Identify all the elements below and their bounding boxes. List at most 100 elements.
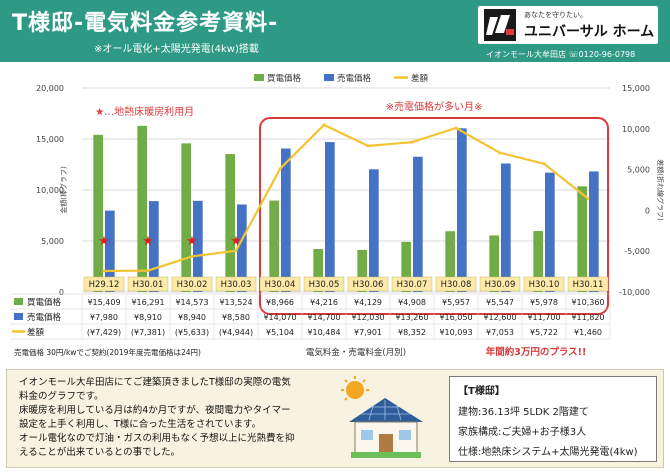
- info-family: 家族構成:ご夫婦+お子様3人: [458, 427, 587, 438]
- right-tick-label: -10,000: [619, 288, 650, 297]
- table-cell: ¥4,216: [310, 298, 338, 307]
- category-label-box: [435, 276, 477, 292]
- legend-buy-label: 買電価格: [267, 73, 302, 84]
- logo-tagline: あなたを守りたい。: [524, 11, 587, 19]
- table-cell: ¥11,820: [571, 313, 604, 322]
- sell-bar: [325, 142, 335, 292]
- page-subtitle: ※オール電化+太陽光発電(4kw)搭載: [94, 44, 259, 55]
- left-tick-label: 20,000: [36, 84, 64, 93]
- category-label-box: [303, 276, 345, 292]
- company-logo: あなたを守りたい。 ユニバーサル ホーム: [478, 6, 658, 44]
- right-axis-label: 差額(折れ線グラフ): [656, 159, 664, 221]
- category-label-box: [479, 276, 521, 292]
- buy-bar: [533, 231, 543, 292]
- table-cell: ¥14,700: [307, 313, 340, 322]
- category-label-box: [259, 276, 301, 292]
- table-cell: ¥8,580: [222, 313, 250, 322]
- buy-bar: [137, 125, 147, 292]
- table-cell: ¥13,260: [395, 313, 428, 322]
- table-cell: ¥8,352: [398, 328, 426, 337]
- house-info-box: 【T様邸】 建物:36.13坪 5LDK 2階建て 家族構成:ご夫婦+お子様3人…: [449, 376, 657, 462]
- table-cell: ¥10,360: [571, 298, 604, 307]
- sell-bar: [237, 204, 247, 292]
- table-cell: ¥16,291: [131, 298, 164, 307]
- sell-bar: [413, 156, 423, 292]
- floor-heating-legend: ★…地熱床暖房利用月: [95, 105, 194, 118]
- buy-bar: [181, 143, 191, 292]
- diff-point: [146, 269, 150, 273]
- right-tick-label: 15,000: [622, 84, 650, 93]
- table-cell: ¥8,966: [266, 298, 294, 307]
- buy-bar: [577, 186, 587, 292]
- category-label-box: [83, 276, 125, 292]
- sell-bar: [501, 163, 511, 292]
- description-line: えることが出来ているとの事でした。: [19, 447, 181, 458]
- category-label-box: [347, 276, 389, 292]
- category-label-box: [171, 276, 213, 292]
- category-label: H30.11: [573, 280, 604, 290]
- table-row-label: 売電価格: [27, 312, 62, 323]
- diff-point: [278, 167, 282, 171]
- sell-bar: [457, 128, 467, 292]
- sell-bar: [589, 171, 599, 292]
- category-label-box: [523, 276, 565, 292]
- left-tick-label: 0: [59, 288, 64, 297]
- table-cell: ¥5,547: [486, 298, 514, 307]
- diff-point: [322, 123, 326, 127]
- diff-point: [102, 269, 106, 273]
- description-text: イオンモール大牟田店にてご建築頂きましたT様邸の実際の電気 料金のグラフです。 …: [19, 376, 337, 460]
- diff-point: [542, 162, 546, 166]
- table-cell: ¥13,524: [219, 298, 252, 307]
- table-cell: (¥4,944): [219, 328, 253, 337]
- buy-bar: [225, 154, 235, 292]
- buy-bar: [93, 134, 103, 292]
- category-label: H30.09: [485, 280, 516, 290]
- buy-bar: [489, 235, 499, 292]
- category-label: H30.10: [529, 280, 560, 290]
- diff-point: [410, 140, 414, 144]
- legend-buy-swatch: [254, 74, 264, 81]
- buy-bar: [445, 231, 455, 292]
- description-line: イオンモール大牟田店にてご建築頂きましたT様邸の実際の電気: [19, 377, 291, 388]
- logo-mark-icon: [484, 9, 516, 41]
- category-label: H30.03: [221, 280, 252, 290]
- category-label-box: [391, 276, 433, 292]
- sell-bar: [369, 169, 379, 292]
- electricity-chart: 0 5,000 10,000 15,000 20,000 -10,000 -5,000 0 5,…: [10, 73, 664, 358]
- table-cell: ¥14,573: [175, 298, 208, 307]
- right-tick-label: 5,000: [627, 166, 650, 175]
- category-label: H30.05: [309, 280, 340, 290]
- floor-heating-star: ★: [230, 234, 242, 249]
- diff-point: [366, 144, 370, 148]
- table-cell: ¥15,409: [87, 298, 120, 307]
- category-label: H30.06: [353, 280, 384, 290]
- category-label-box: [567, 276, 609, 292]
- table-cell: ¥5,104: [266, 328, 294, 337]
- table-cell: (¥7,429): [87, 328, 121, 337]
- buy-bar: [401, 241, 411, 292]
- annual-plus-note: 年間約3万円のプラス!!: [486, 346, 587, 358]
- table-row-label: 差額: [27, 327, 45, 338]
- contract-note: 売電価格 30円/kwでご契約(2019年度売電価格は24円): [14, 347, 201, 357]
- table-cell: ¥7,980: [90, 313, 118, 322]
- right-tick-label: -5,000: [624, 247, 650, 256]
- table-cell: (¥7,381): [131, 328, 165, 337]
- table-row-label: 買電価格: [27, 297, 62, 308]
- info-title: 【T様邸】: [458, 386, 505, 397]
- sell-bar: [149, 201, 159, 292]
- left-tick-label: 5,000: [41, 237, 64, 246]
- buy-bar: [357, 249, 367, 292]
- table-cell: (¥5,633): [175, 328, 209, 337]
- right-tick-label: 0: [645, 206, 650, 215]
- table-cell: ¥7,901: [354, 328, 382, 337]
- category-label: H30.02: [177, 280, 208, 290]
- bottom-panel: イオンモール大牟田店にてご建築頂きましたT様邸の実際の電気 料金のグラフです。 …: [6, 369, 664, 468]
- table-cell: ¥5,957: [442, 298, 470, 307]
- table-cell: ¥5,978: [530, 298, 558, 307]
- description-line: 料金のグラフです。: [19, 391, 104, 402]
- category-label: H30.08: [441, 280, 472, 290]
- table-legend-swatch: [14, 313, 23, 320]
- header-bar: T様邸-電気料金参考資料- ※オール電化+太陽光発電(4kw)搭載 あなたを守り…: [0, 0, 670, 62]
- table-cell: ¥10,093: [439, 328, 472, 337]
- logo-name: ユニバーサル ホーム: [524, 24, 655, 40]
